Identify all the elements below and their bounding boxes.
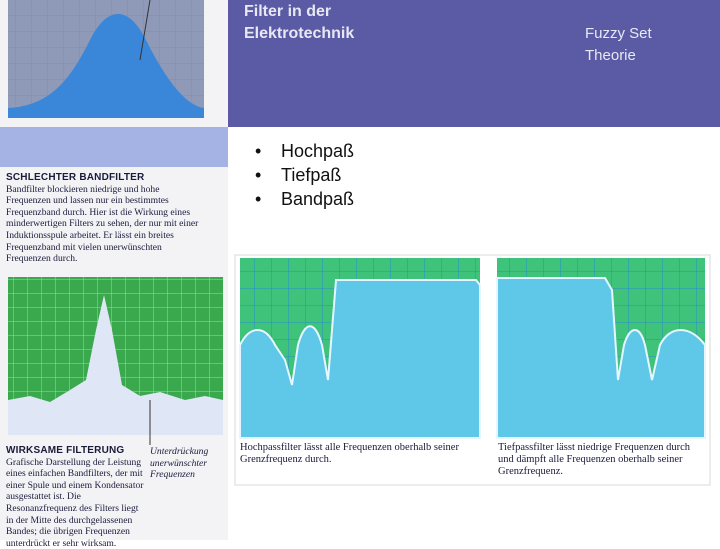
bullet: Tiefpaß: [255, 163, 354, 187]
bullet: Hochpaß: [255, 139, 354, 163]
bullet: Bandpaß: [255, 187, 354, 211]
scan-heading: WIRKSAME FILTERUNG: [6, 445, 125, 456]
scope-curve: [8, 295, 223, 435]
highpass-curve: [239, 279, 481, 439]
caption: Hochpassfilter lässt alle Frequenzen obe…: [240, 442, 459, 465]
side-title: Fuzzy Set Theorie: [585, 25, 652, 64]
scan-paragraph: Bandfilter blockieren niedrige und hohe …: [6, 183, 199, 265]
lowpass-curve: [496, 277, 706, 439]
scan-heading: SCHLECHTER BANDFILTER: [6, 172, 145, 183]
side-note: Unterdrückung unerwünschter Frequenzen: [150, 446, 209, 481]
bullet-list: Hochpaß Tiefpaß Bandpaß: [255, 139, 354, 211]
scope-base: [0, 127, 228, 167]
scan-text: SCHLECHTER BANDFILTER Bandfilter blockie…: [6, 172, 202, 265]
slide-title: Filter in der Elektrotechnik: [244, 3, 355, 42]
caption: Tiefpassfilter lässt niedrige Frequenzen…: [498, 442, 691, 477]
scan-text: WIRKSAME FILTERUNG Grafische Darstellung…: [6, 445, 144, 549]
pointer: [139, 0, 151, 61]
scope-curve: [8, 14, 204, 118]
scan-paragraph: Grafische Darstellung der Leistung eines…: [6, 456, 144, 549]
